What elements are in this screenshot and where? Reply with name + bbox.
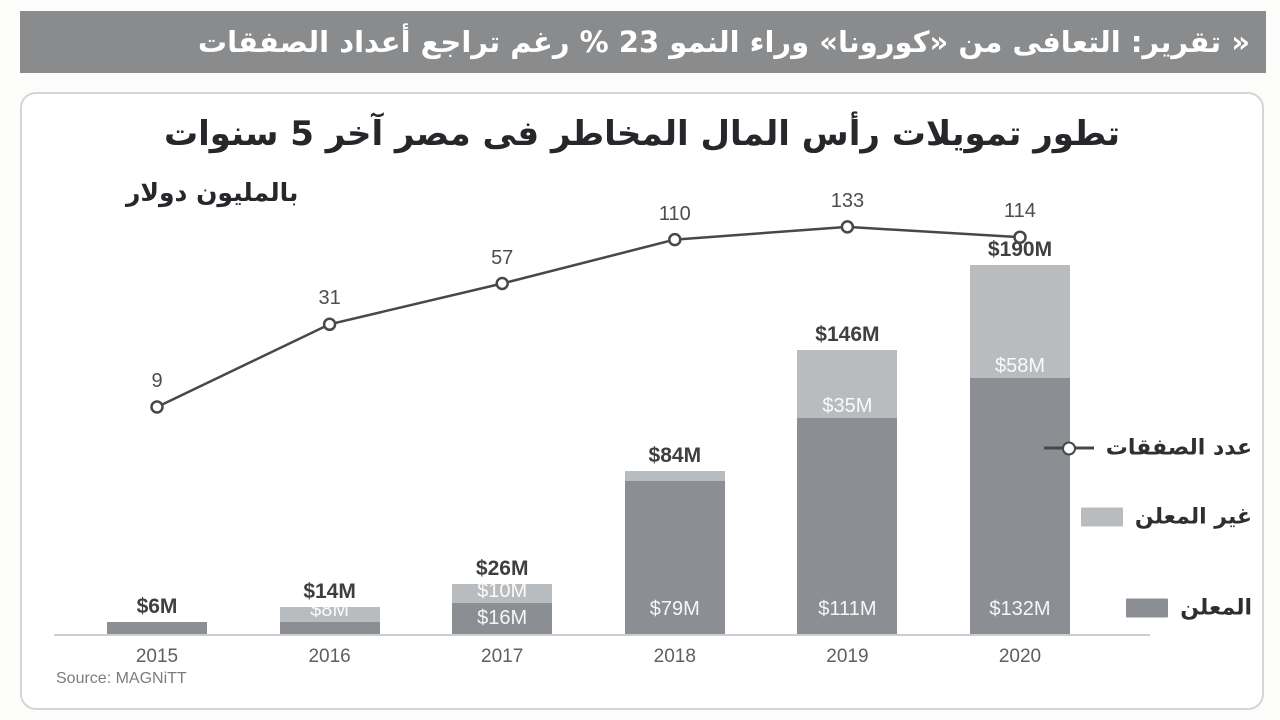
bar-announced-2015 [107, 622, 207, 634]
announced-value-label: $79M [649, 598, 700, 620]
bar-undisclosed-2016 [279, 606, 380, 623]
line-marker-dot [1061, 441, 1076, 455]
bar-announced-2016 [279, 622, 380, 634]
undisclosed-value-label: $10M [477, 579, 528, 602]
bar-total-label: $26M [475, 556, 529, 580]
undisclosed-value-label: $58M [994, 354, 1046, 377]
x-axis-line [54, 634, 1150, 636]
undisclosed-value-label: $8M [310, 599, 350, 622]
year-label: 2015 [135, 646, 179, 667]
undisclosed-value-label: $35M [822, 395, 873, 418]
legend-item-undisclosed: غير المعلن [1080, 504, 1252, 530]
announced-value-label: $16M [477, 607, 528, 630]
deals-point-2019 [840, 220, 855, 234]
announced-value-label: $132M [989, 598, 1051, 620]
bar-announced-2019 [797, 418, 898, 634]
legend-label-deals: عدد الصفقات [1105, 435, 1252, 461]
bar-total-label: $190M [987, 238, 1053, 261]
deals-point-2018 [668, 232, 682, 247]
year-label: 2019 [826, 646, 869, 667]
unit-label: بالمليون دولار [126, 178, 299, 207]
bar-undisclosed-2017 [452, 583, 553, 603]
deals-point-2016 [322, 317, 337, 332]
legend-item-deals: عدد الصفقات [1043, 435, 1252, 461]
bar-undisclosed-2018 [624, 470, 725, 481]
swatch-undisclosed-icon [1080, 507, 1123, 527]
legend-label-undisclosed: غير المعلن [1134, 504, 1252, 530]
year-label: 2018 [653, 646, 696, 667]
source-credit: Source: MAGNiTT [56, 670, 187, 687]
deals-value-label: 133 [830, 189, 865, 212]
plot-area: $6M 2015 9 $14M $8M 2016 31 $26M $10M $16M 2017 57 $… [22, 94, 1262, 708]
deals-point-2015 [150, 400, 164, 414]
headline-text: « تقرير: التعافى من «كورونا» وراء النمو … [197, 25, 1251, 59]
announced-value-label: $111M [818, 598, 877, 620]
deals-value-label: 9 [151, 370, 163, 392]
chart-card: تطور تمويلات رأس المال المخاطر فى مصر آخ… [20, 92, 1264, 710]
year-label: 2020 [998, 646, 1042, 667]
bar-announced-2017 [452, 602, 553, 634]
bar-total-label: $146M [815, 323, 880, 347]
bar-announced-2018 [624, 480, 725, 634]
legend-label-announced: المعلن [1180, 595, 1252, 621]
deals-value-label: 110 [658, 202, 691, 225]
deals-value-label: 31 [318, 287, 341, 310]
deals-value-label: 57 [491, 246, 514, 269]
headline-bar: « تقرير: التعافى من «كورونا» وراء النمو … [20, 11, 1266, 73]
bar-announced-2020 [970, 377, 1070, 634]
line-marker-icon [1043, 441, 1094, 455]
bar-total-label: $14M [303, 579, 356, 603]
legend-item-announced: المعلن [1126, 596, 1252, 621]
deals-point-2017 [495, 276, 509, 291]
year-label: 2017 [481, 646, 524, 667]
year-label: 2016 [308, 646, 351, 667]
swatch-announced-icon [1126, 598, 1169, 618]
bar-total-label: $84M [648, 443, 702, 467]
bar-total-label: $6M [136, 595, 178, 619]
deals-value-label: 114 [1004, 200, 1036, 223]
chart-title: تطور تمويلات رأس المال المخاطر فى مصر آخ… [163, 114, 1121, 154]
